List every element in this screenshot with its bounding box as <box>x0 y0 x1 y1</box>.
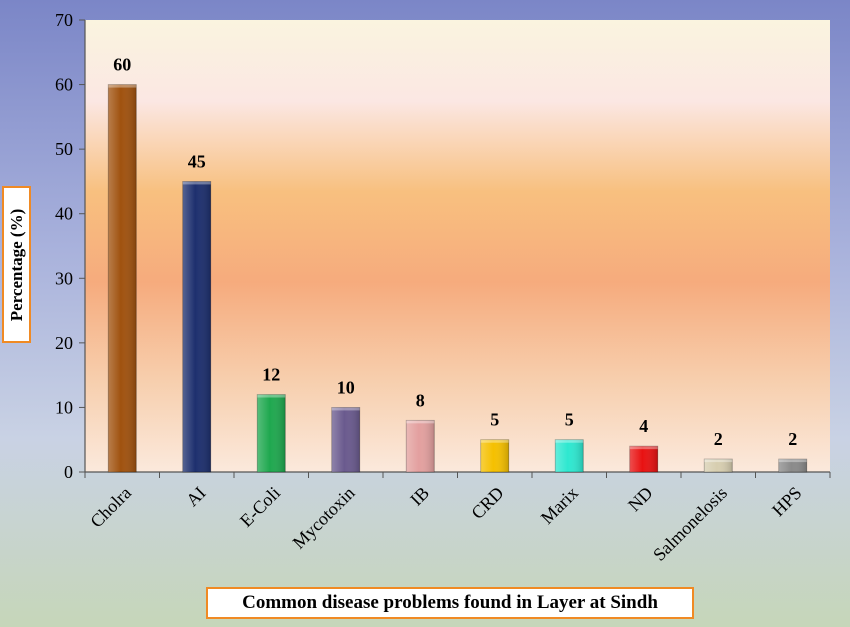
x-tick-label: Cholra <box>86 483 135 532</box>
bar-shading <box>629 446 658 472</box>
data-label: 10 <box>337 377 355 397</box>
data-label: 5 <box>565 410 574 430</box>
data-label: 12 <box>262 365 280 385</box>
x-tick-label: CRD <box>467 483 507 523</box>
bar-shading <box>108 84 137 473</box>
x-tick-label: Mycotoxin <box>289 483 359 553</box>
data-label: 5 <box>490 410 499 430</box>
y-tick-label: 50 <box>55 139 73 159</box>
y-axis-title-box: Percentage (%) <box>2 186 31 343</box>
x-tick-label: HPS <box>768 483 805 520</box>
bar-shading <box>704 459 733 472</box>
bar-shading <box>257 394 286 472</box>
data-label: 2 <box>714 429 723 449</box>
data-label: 4 <box>639 416 648 436</box>
bar-shading <box>406 420 435 472</box>
y-tick-label: 10 <box>55 397 73 417</box>
x-tick-label: E-Coli <box>236 483 284 531</box>
x-tick-label: IB <box>406 483 433 510</box>
x-tick-label: Salmonelosis <box>649 483 731 565</box>
bar-top-highlight <box>331 407 360 411</box>
bar-top-highlight <box>704 459 733 463</box>
y-tick-label: 30 <box>55 268 73 288</box>
bar-top-highlight <box>182 181 211 185</box>
y-tick-label: 40 <box>55 204 73 224</box>
x-tick-label: ND <box>624 483 657 516</box>
data-label: 2 <box>788 429 797 449</box>
chart-title: Common disease problems found in Layer a… <box>206 587 694 619</box>
bar-shading <box>331 407 360 472</box>
bar-shading <box>778 459 807 472</box>
y-tick-label: 60 <box>55 75 73 95</box>
y-tick-label: 70 <box>55 10 73 30</box>
data-label: 60 <box>113 55 131 75</box>
y-tick-label: 0 <box>64 462 73 482</box>
bar-top-highlight <box>778 459 807 463</box>
bar-top-highlight <box>555 439 584 443</box>
bar-top-highlight <box>257 394 286 398</box>
bar-top-highlight <box>108 84 137 88</box>
x-tick-label: Marix <box>537 483 582 528</box>
bar-top-highlight <box>629 446 658 450</box>
bar-top-highlight <box>406 420 435 424</box>
bar-shading <box>480 439 509 472</box>
bar-shading <box>555 439 584 472</box>
y-tick-label: 20 <box>55 333 73 353</box>
bar-top-highlight <box>480 439 509 443</box>
bar-shading <box>182 181 211 472</box>
data-label: 45 <box>188 151 206 171</box>
data-label: 8 <box>416 390 425 410</box>
x-tick-label: AI <box>182 483 210 511</box>
y-axis-title: Percentage (%) <box>6 208 26 321</box>
